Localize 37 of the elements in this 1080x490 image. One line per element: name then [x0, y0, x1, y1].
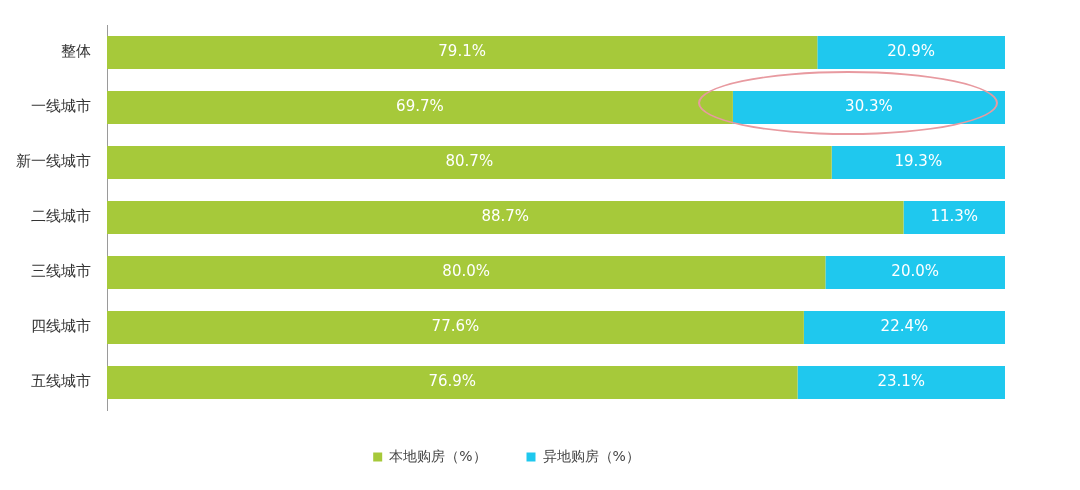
y-tick-label: 一线城市 [31, 97, 91, 116]
data-label: 69.7% [396, 97, 444, 116]
bar [107, 201, 904, 234]
data-label: 23.1% [877, 372, 926, 391]
bar [107, 256, 826, 289]
data-label: 22.4% [880, 317, 929, 336]
data-label: 88.7% [481, 207, 530, 226]
bar [831, 146, 1005, 179]
data-label: 11.3% [930, 207, 979, 226]
bar [107, 146, 832, 179]
bar [107, 36, 818, 69]
bar [903, 201, 1005, 234]
bar [107, 311, 804, 344]
y-tick-label: 五线城市 [31, 372, 91, 391]
y-tick-label: 三线城市 [31, 262, 91, 281]
data-label: 80.0% [442, 262, 491, 281]
bar [107, 366, 798, 399]
data-label: 20.9% [887, 42, 935, 61]
data-label: 79.1% [438, 42, 486, 61]
y-tick-label: 新一线城市 [16, 152, 91, 171]
y-tick-label: 二线城市 [31, 207, 91, 226]
data-label: 20.0% [891, 262, 940, 281]
bar [107, 91, 733, 124]
y-tick-label: 四线城市 [31, 317, 91, 336]
y-tick-label: 整体 [61, 42, 91, 61]
legend-label: 本地购房（%） [389, 447, 487, 464]
legend-label: 异地购房（%） [542, 447, 640, 464]
data-label: 80.7% [445, 152, 494, 171]
data-label: 77.6% [431, 317, 480, 336]
data-label: 76.9% [428, 372, 477, 391]
bar [817, 36, 1005, 69]
bar [803, 311, 1005, 344]
data-label: 30.3% [845, 97, 893, 116]
bar [797, 366, 1005, 399]
bar [732, 91, 1005, 124]
bar [825, 256, 1005, 289]
data-label: 19.3% [894, 152, 943, 171]
